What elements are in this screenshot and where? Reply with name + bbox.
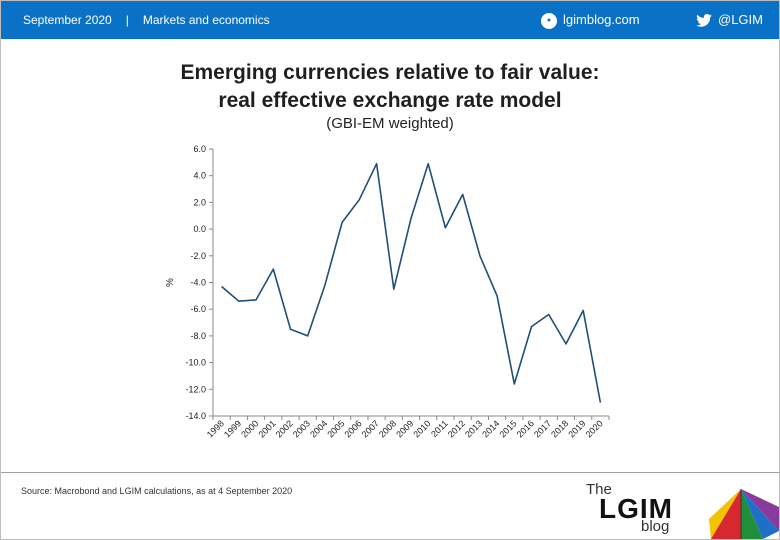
source-note: Source: Macrobond and LGIM calculations,… bbox=[21, 486, 293, 496]
site-label: lgimblog.com bbox=[563, 12, 640, 27]
series-line bbox=[221, 162, 602, 403]
y-tick-label: -8.0 bbox=[190, 331, 206, 341]
x-tick-label: 2000 bbox=[239, 418, 260, 439]
y-tick-label: -6.0 bbox=[190, 304, 206, 314]
x-tick-label: 2018 bbox=[549, 418, 570, 439]
twitter-bird-icon bbox=[696, 14, 712, 27]
y-tick-label: -4.0 bbox=[190, 278, 206, 288]
x-tick-label: 2002 bbox=[274, 418, 295, 439]
header-bar: September 2020 | Markets and economics ● lg… bbox=[1, 1, 779, 39]
y-tick-label: 6.0 bbox=[193, 144, 206, 154]
umbrella-icon bbox=[709, 489, 779, 539]
header-separator: | bbox=[125, 13, 129, 27]
logo-blog: blog bbox=[641, 518, 670, 535]
x-tick-label: 2001 bbox=[256, 418, 277, 439]
x-tick-label: 2015 bbox=[497, 418, 518, 439]
header-date: September 2020 bbox=[23, 13, 112, 27]
x-tick-label: 2017 bbox=[532, 418, 553, 439]
y-tick-label: -10.0 bbox=[185, 358, 206, 368]
y-axis-label: % bbox=[165, 278, 176, 287]
x-tick-label: 2003 bbox=[291, 418, 312, 439]
x-tick-label: 2013 bbox=[463, 418, 484, 439]
x-tick-label: 2016 bbox=[515, 418, 536, 439]
logo-the: The bbox=[586, 481, 612, 498]
y-tick-label: 2.0 bbox=[193, 197, 206, 207]
twitter-link[interactable]: @LGIM bbox=[696, 12, 763, 27]
x-tick-label: 2005 bbox=[325, 418, 346, 439]
twitter-handle: @LGIM bbox=[718, 12, 763, 27]
x-tick-label: 1998 bbox=[205, 418, 226, 439]
x-tick-label: 1999 bbox=[222, 418, 243, 439]
header-category: Markets and economics bbox=[142, 13, 270, 27]
y-tick-label: -14.0 bbox=[185, 411, 206, 421]
x-tick-label: 2008 bbox=[377, 418, 398, 439]
header-left: September 2020 | Markets and economics bbox=[23, 13, 270, 27]
x-tick-label: 2010 bbox=[411, 418, 432, 439]
x-tick-label: 2011 bbox=[429, 418, 450, 439]
chart-subtitle: (GBI-EM weighted) bbox=[326, 115, 454, 132]
y-tick-label: 0.0 bbox=[193, 224, 206, 234]
footer-divider bbox=[1, 472, 779, 473]
chart-title-line2: real effective exchange rate model bbox=[218, 89, 562, 112]
x-tick-label: 2014 bbox=[480, 418, 501, 439]
site-link[interactable]: ● lgimblog.com bbox=[541, 12, 640, 29]
x-tick-label: 2006 bbox=[343, 418, 364, 439]
line-chart: 6.0 4.0 2.0 0.0 -2.0 -4.0 -6.0 -8.0 -10.0 -12.0 -1… bbox=[165, 144, 610, 440]
logo-main: LGIM bbox=[599, 493, 673, 524]
y-tick-label: 4.0 bbox=[193, 171, 206, 181]
x-tick-label: 2009 bbox=[394, 418, 415, 439]
x-tick-label: 2020 bbox=[584, 418, 605, 439]
x-tick-label: 2007 bbox=[360, 418, 381, 439]
globe-icon: ● bbox=[541, 12, 557, 29]
chart-title-line1: Emerging currencies relative to fair val… bbox=[180, 61, 600, 84]
x-tick-label: 2019 bbox=[566, 418, 587, 439]
y-tick-label: -12.0 bbox=[185, 384, 206, 394]
y-tick-label: -2.0 bbox=[190, 251, 206, 261]
x-tick-label: 2012 bbox=[446, 418, 467, 439]
x-tick-label: 2004 bbox=[308, 418, 329, 439]
